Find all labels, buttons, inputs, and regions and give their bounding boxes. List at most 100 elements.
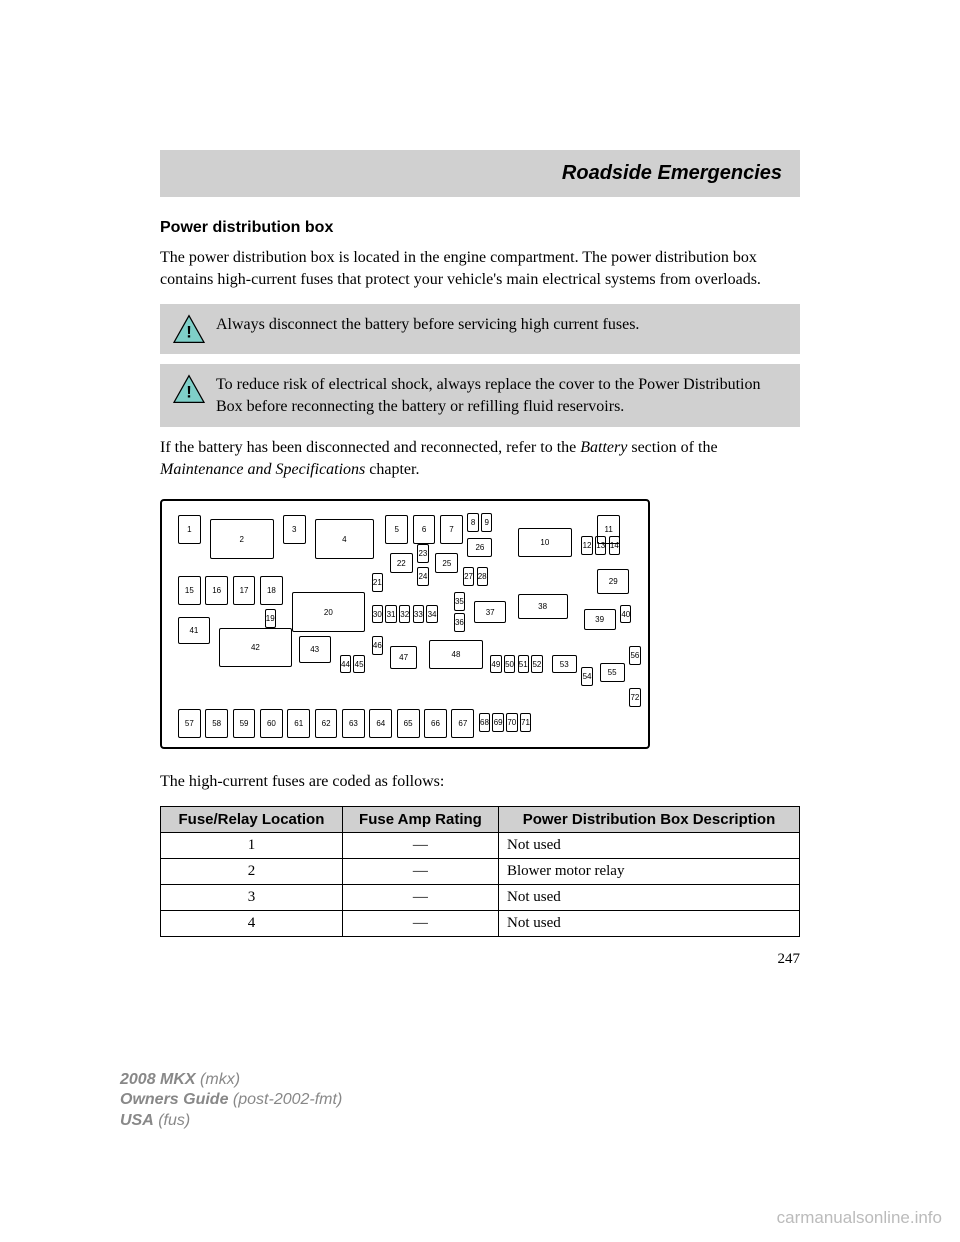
warning-box-2: ! To reduce risk of electrical shock, al… — [160, 364, 800, 427]
table-cell: Not used — [498, 885, 799, 911]
watermark: carmanualsonline.info — [777, 1208, 942, 1228]
fuse-59: 59 — [233, 709, 256, 738]
fuse-50: 50 — [504, 655, 515, 674]
fuse-31: 31 — [385, 605, 396, 624]
battery-note: If the battery has been disconnected and… — [160, 437, 800, 480]
fuse-41: 41 — [178, 617, 210, 644]
table-cell: 2 — [161, 859, 343, 885]
fuse-27: 27 — [463, 567, 474, 586]
fuse-3: 3 — [283, 515, 306, 544]
fuse-68: 68 — [479, 713, 490, 732]
warning-icon: ! — [172, 374, 206, 404]
fuse-diagram: 1234567891011121314151617181920212223242… — [160, 499, 650, 749]
svg-text:!: ! — [186, 323, 192, 342]
fuse-19: 19 — [265, 609, 276, 628]
fuse-56: 56 — [629, 646, 640, 665]
note-text: section of the — [627, 439, 717, 456]
fuse-60: 60 — [260, 709, 283, 738]
fuse-16: 16 — [205, 576, 228, 605]
footer-model: 2008 MKX — [120, 1071, 196, 1088]
fuse-55: 55 — [600, 663, 625, 682]
fuse-18: 18 — [260, 576, 283, 605]
table-cell: Not used — [498, 833, 799, 859]
intro-paragraph: The power distribution box is located in… — [160, 247, 800, 290]
footer-fmt: (post-2002-fmt) — [228, 1091, 342, 1108]
fuse-13: 13 — [595, 536, 606, 555]
fuse-32: 32 — [399, 605, 410, 624]
table-header-row: Fuse/Relay Location Fuse Amp Rating Powe… — [161, 807, 800, 833]
table-cell: Not used — [498, 911, 799, 937]
section-title: Power distribution box — [160, 219, 800, 237]
fuse-49: 49 — [490, 655, 501, 674]
fuse-63: 63 — [342, 709, 365, 738]
fuse-62: 62 — [315, 709, 338, 738]
fuse-57: 57 — [178, 709, 201, 738]
note-text: chapter. — [365, 461, 419, 478]
fuse-36: 36 — [454, 613, 465, 632]
footer-guide: Owners Guide — [120, 1091, 228, 1108]
table-cell: 3 — [161, 885, 343, 911]
footer-region-code: (fus) — [154, 1112, 190, 1129]
fuse-30: 30 — [372, 605, 383, 624]
table-row: 2—Blower motor relay — [161, 859, 800, 885]
fuse-7: 7 — [440, 515, 463, 544]
svg-text:!: ! — [186, 383, 192, 402]
fuse-35: 35 — [454, 592, 465, 611]
fuse-10: 10 — [518, 528, 573, 557]
note-text: If the battery has been disconnected and… — [160, 439, 580, 456]
fuse-22: 22 — [390, 553, 413, 574]
fuse-72: 72 — [629, 688, 640, 707]
footer-code: (mkx) — [196, 1071, 240, 1088]
fuse-table: Fuse/Relay Location Fuse Amp Rating Powe… — [160, 806, 800, 937]
fuse-5: 5 — [385, 515, 408, 544]
table-row: 1—Not used — [161, 833, 800, 859]
chapter-title: Roadside Emergencies — [562, 162, 782, 184]
fuse-34: 34 — [426, 605, 437, 624]
fuse-8: 8 — [467, 513, 478, 532]
fuse-66: 66 — [424, 709, 447, 738]
table-row: 4—Not used — [161, 911, 800, 937]
fuse-51: 51 — [518, 655, 529, 674]
fuse-29: 29 — [597, 569, 629, 594]
table-intro: The high-current fuses are coded as foll… — [160, 771, 800, 793]
fuse-12: 12 — [581, 536, 592, 555]
fuse-58: 58 — [205, 709, 228, 738]
fuse-15: 15 — [178, 576, 201, 605]
fuse-28: 28 — [477, 567, 488, 586]
note-italic: Maintenance and Specifications — [160, 461, 365, 478]
th-location: Fuse/Relay Location — [161, 807, 343, 833]
fuse-14: 14 — [609, 536, 620, 555]
table-cell: — — [342, 859, 498, 885]
table-cell: 4 — [161, 911, 343, 937]
footer-region: USA — [120, 1112, 154, 1129]
fuse-53: 53 — [552, 655, 577, 674]
fuse-6: 6 — [413, 515, 436, 544]
warning-icon: ! — [172, 314, 206, 344]
footer: 2008 MKX (mkx) Owners Guide (post-2002-f… — [120, 1070, 342, 1132]
fuse-43: 43 — [299, 636, 331, 663]
fuse-42: 42 — [219, 628, 292, 668]
fuse-diagram-container: 1234567891011121314151617181920212223242… — [160, 499, 800, 749]
fuse-48: 48 — [429, 640, 484, 669]
fuse-24: 24 — [417, 567, 428, 586]
chapter-header: Roadside Emergencies — [160, 150, 800, 197]
th-description: Power Distribution Box Description — [498, 807, 799, 833]
fuse-20: 20 — [292, 592, 365, 632]
fuse-45: 45 — [353, 655, 364, 674]
fuse-71: 71 — [520, 713, 531, 732]
fuse-23: 23 — [417, 544, 428, 563]
warning-text-2: To reduce risk of electrical shock, alwa… — [216, 374, 788, 417]
fuse-21: 21 — [372, 573, 383, 592]
table-cell: Blower motor relay — [498, 859, 799, 885]
fuse-44: 44 — [340, 655, 351, 674]
fuse-33: 33 — [413, 605, 424, 624]
table-cell: — — [342, 833, 498, 859]
fuse-64: 64 — [369, 709, 392, 738]
fuse-40: 40 — [620, 605, 631, 624]
fuse-67: 67 — [451, 709, 474, 738]
table-cell: — — [342, 885, 498, 911]
fuse-26: 26 — [467, 538, 492, 557]
warning-box-1: ! Always disconnect the battery before s… — [160, 304, 800, 354]
fuse-69: 69 — [492, 713, 503, 732]
fuse-54: 54 — [581, 667, 592, 686]
